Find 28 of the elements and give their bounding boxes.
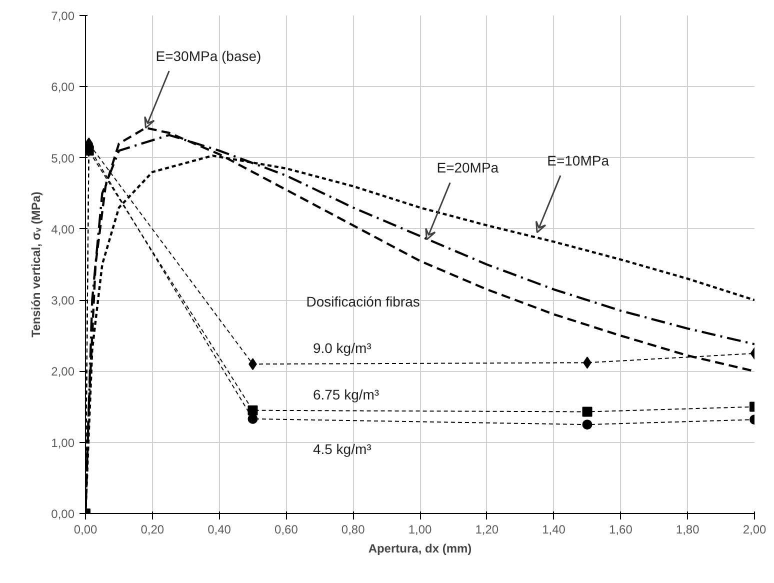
x-axis-title: Apertura, dx (mm) xyxy=(368,542,472,556)
y-tick-label: 1,00 xyxy=(51,436,75,450)
series-label: 6.75 kg/m³ xyxy=(312,386,380,402)
y-tick-label: 7,00 xyxy=(51,9,75,23)
x-tick-label: 0,00 xyxy=(74,522,98,536)
annotation: Dosificación fibras xyxy=(306,293,420,310)
x-tick-label: 1,80 xyxy=(676,522,700,536)
x-tick-label: 0,20 xyxy=(140,522,164,536)
x-tick-label: 1,00 xyxy=(408,522,432,536)
x-tick-label: 1,60 xyxy=(609,522,633,536)
y-tick-label: 6,00 xyxy=(51,80,75,94)
y-tick-label: 2,00 xyxy=(51,364,75,379)
y-tick-label: 5,00 xyxy=(51,151,75,166)
annotation: E=30MPa (base) xyxy=(156,48,262,64)
series-label: 4.5 kg/m³ xyxy=(312,440,372,457)
x-tick-label: 0,80 xyxy=(341,522,366,536)
annotation: E=10MPa xyxy=(547,152,610,168)
x-tick-label: 2,00 xyxy=(742,522,767,536)
y-tick-label: 4,00 xyxy=(51,222,75,236)
y-tick-label: 0,00 xyxy=(51,507,75,521)
annotation: E=20MPa xyxy=(436,160,499,176)
x-tick-label: 0,60 xyxy=(274,522,298,536)
y-axis-title: Tensión vertical, σᵥ (MPa) xyxy=(29,192,44,338)
x-tick-label: 0,40 xyxy=(208,522,232,536)
x-tick-label: 1,20 xyxy=(475,522,499,536)
x-tick-label: 1,40 xyxy=(542,522,566,536)
y-tick-label: 3,00 xyxy=(51,294,75,308)
series-label: 9.0 kg/m³ xyxy=(312,340,372,356)
